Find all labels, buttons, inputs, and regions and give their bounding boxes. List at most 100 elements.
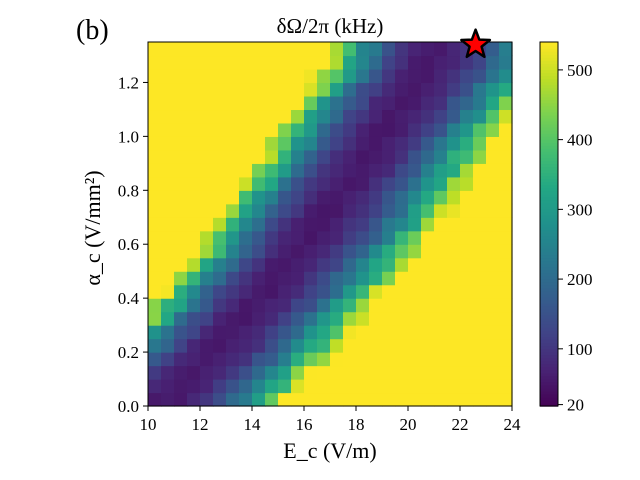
heatmap-cell (200, 95, 214, 111)
heatmap-cell (486, 122, 500, 137)
heatmap-cell (317, 392, 331, 407)
heatmap-cell (161, 230, 175, 245)
heatmap-cell (460, 55, 474, 70)
heatmap-cell (239, 176, 253, 191)
heatmap-cell (369, 109, 383, 124)
heatmap-cell (304, 82, 318, 97)
heatmap-cell (200, 82, 214, 97)
heatmap-cell (421, 136, 435, 151)
heatmap-cell (304, 55, 318, 70)
heatmap-cell (499, 42, 513, 57)
heatmap-cell (174, 109, 188, 124)
heatmap-cell (148, 122, 162, 137)
heatmap-cell (187, 109, 201, 124)
colorbar-segment (540, 324, 558, 328)
heatmap-cell (395, 203, 409, 218)
colorbar-segment (540, 87, 558, 92)
heatmap-cell (434, 190, 448, 205)
colorbar-segment (540, 266, 558, 271)
heatmap-cell (161, 365, 175, 380)
heatmap-cell (239, 68, 253, 84)
heatmap-cell (304, 42, 318, 57)
heatmap-cell (473, 122, 487, 137)
heatmap-cell (213, 176, 227, 191)
heatmap-cell (317, 42, 331, 57)
heatmap-cell (148, 298, 162, 313)
heatmap-cell (200, 365, 214, 380)
colorbar-segment (540, 93, 558, 98)
heatmap-cell (252, 109, 266, 124)
heatmap-cell (187, 271, 201, 286)
heatmap-cell (213, 298, 227, 313)
heatmap-cell (395, 338, 409, 353)
heatmap-cell (265, 244, 279, 259)
heatmap-cell (486, 230, 500, 245)
heatmap-cell (265, 149, 279, 164)
heatmap-cell (395, 244, 409, 259)
heatmap-cell (187, 82, 201, 97)
heatmap-cell (330, 311, 344, 326)
heatmap-cell (343, 122, 357, 137)
colorbar-frame (539, 41, 559, 407)
heatmap-cell (330, 230, 344, 245)
heatmap-cell (200, 257, 214, 272)
heatmap-cell (174, 82, 188, 97)
heatmap-cell (252, 149, 266, 164)
colorbar-segment (540, 360, 558, 365)
heatmap-cell (356, 298, 370, 313)
heatmap-cell (356, 163, 370, 178)
heatmap-cell (317, 298, 331, 313)
heatmap-cell (304, 230, 318, 245)
heatmap-cell (460, 365, 474, 380)
heatmap-cell (460, 352, 474, 367)
heatmap-cell (486, 338, 500, 353)
heatmap-cell (473, 325, 487, 340)
heatmap-cell (382, 298, 396, 313)
heatmap-cell (226, 136, 240, 151)
colorbar-segment (540, 396, 558, 401)
heatmap-cell (278, 352, 292, 367)
heatmap-cell (148, 82, 162, 97)
heatmap-cell (304, 325, 318, 340)
heatmap-cell (343, 284, 357, 299)
heatmap-cell (174, 271, 188, 286)
heatmap-cell (213, 352, 227, 367)
heatmap-cell (148, 338, 162, 353)
heatmap-cell (434, 122, 448, 137)
heatmap-cell (265, 122, 279, 137)
x-tick-label: 20 (400, 415, 417, 434)
heatmap-cell (213, 122, 227, 137)
heatmap-cell (265, 298, 279, 313)
heatmap-cell (291, 365, 305, 380)
heatmap-cell (447, 379, 461, 394)
heatmap-cell (343, 257, 357, 272)
heatmap-cell (161, 122, 175, 137)
heatmap-cell (486, 190, 500, 205)
heatmap-cell (447, 365, 461, 380)
heatmap-cell (447, 109, 461, 124)
heatmap-cell (200, 284, 214, 299)
colorbar-segment (540, 208, 558, 213)
heatmap-cell (395, 325, 409, 340)
heatmap-cell (174, 352, 188, 367)
heatmap-cell (434, 257, 448, 272)
heatmap-cell (473, 244, 487, 259)
heatmap-cell (174, 379, 188, 394)
heatmap-cell (499, 257, 513, 272)
heatmap-cell (174, 257, 188, 272)
heatmap-cell (330, 42, 344, 57)
heatmap-cell (291, 190, 305, 205)
heatmap-cell (200, 190, 214, 205)
heatmap-cell (382, 109, 396, 124)
heatmap-cell (382, 55, 396, 70)
heatmap-cell (278, 203, 292, 218)
heatmap-cell (356, 95, 370, 111)
heatmap-cell (421, 55, 435, 70)
heatmap-cell (434, 352, 448, 367)
heatmap-cell (369, 352, 383, 367)
heatmap-cell (161, 271, 175, 286)
colorbar-segment (540, 308, 558, 313)
heatmap-cell (395, 55, 409, 70)
heatmap-cell (330, 392, 344, 407)
heatmap-cell (486, 68, 500, 84)
